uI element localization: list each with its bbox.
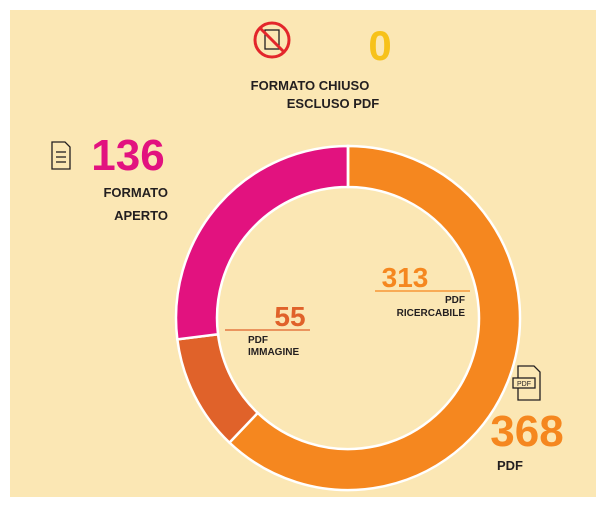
category-label: IMMAGINE (248, 347, 299, 358)
total-label: PDF (497, 458, 523, 473)
open-format-icon (51, 141, 71, 170)
total-value: 368 (490, 407, 563, 456)
category-label: PDF (248, 335, 268, 346)
category-label: RICERCABILE (397, 308, 466, 319)
category-label: APERTO (114, 208, 168, 223)
closed-format-icon (253, 21, 291, 59)
value-label: 313 (382, 262, 429, 293)
category-label: FORMATO (103, 185, 168, 200)
category-label: ESCLUSO PDF (287, 96, 380, 111)
value-label: 55 (274, 301, 305, 332)
category-label: FORMATO CHIUSO (251, 78, 370, 93)
pdf-icon: PDF (512, 365, 541, 401)
category-label: PDF (445, 295, 465, 306)
svg-text:PDF: PDF (517, 381, 531, 388)
value-label: 0 (368, 22, 391, 69)
value-label: 136 (91, 131, 164, 180)
donut-segment (227, 144, 522, 492)
